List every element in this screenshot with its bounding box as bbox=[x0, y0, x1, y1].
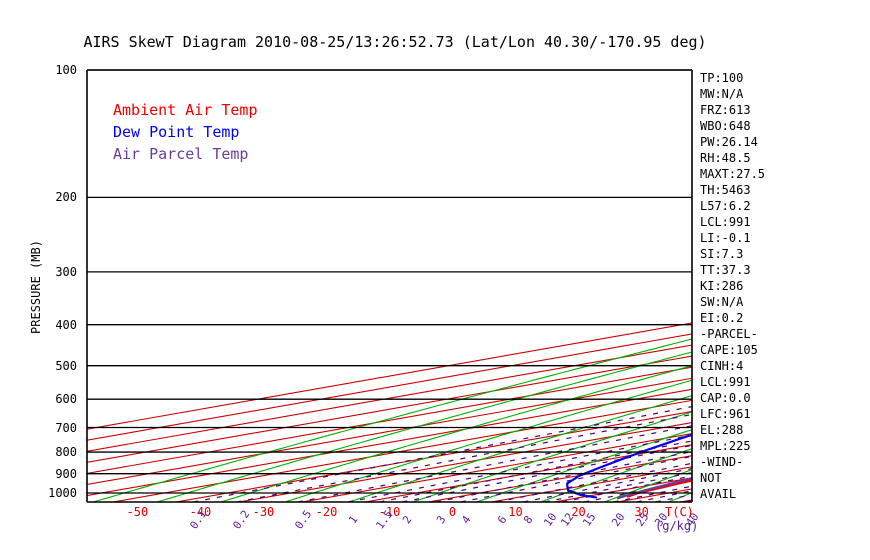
index-rh485: RH:48.5 bbox=[700, 151, 751, 165]
index-mpl225: MPL:225 bbox=[700, 439, 751, 453]
bottom-temp-tick: -40 bbox=[189, 505, 212, 519]
pressure-tick: 200 bbox=[55, 190, 77, 205]
index-cinh4: CINH:4 bbox=[700, 359, 744, 373]
bottom-temp-tick: -10 bbox=[378, 505, 401, 519]
bottom-temp-tick: -30 bbox=[252, 505, 275, 519]
index-cape105: CAPE:105 bbox=[700, 343, 758, 357]
index-not: NOT bbox=[700, 471, 722, 485]
pressure-tick: 900 bbox=[55, 466, 77, 481]
pressure-tick: 500 bbox=[55, 358, 77, 373]
bottom-temp-tick: -50 bbox=[126, 505, 149, 519]
pressure-tick: 600 bbox=[55, 392, 77, 407]
pressure-tick: 700 bbox=[55, 420, 77, 435]
index-ei02: EI:0.2 bbox=[700, 311, 744, 325]
legend-item-0: Ambient Air Temp bbox=[113, 101, 258, 119]
bottom-temp-tick: -20 bbox=[315, 505, 338, 519]
index-wind: -WIND- bbox=[700, 455, 744, 469]
legend-item-2: Air Parcel Temp bbox=[113, 145, 249, 163]
index-maxt275: MAXT:27.5 bbox=[700, 167, 766, 181]
index-tt373: TT:37.3 bbox=[700, 263, 751, 277]
index-wbo648: WBO:648 bbox=[700, 119, 751, 133]
bottom-temp-tick: 30 bbox=[634, 505, 649, 519]
mixing-axis-unit-label: (g/kg) bbox=[655, 519, 699, 533]
index-li01: LI:-0.1 bbox=[700, 231, 751, 245]
index-el288: EL:288 bbox=[700, 423, 744, 437]
index-si73: SI:7.3 bbox=[700, 247, 744, 261]
bottom-temp-tick: 0 bbox=[448, 505, 457, 519]
index-cap00: CAP:0.0 bbox=[700, 391, 751, 405]
pressure-tick: 400 bbox=[55, 317, 77, 332]
index-ki286: KI:286 bbox=[700, 279, 744, 293]
index-swna: SW:N/A bbox=[700, 295, 744, 309]
index-lfc961: LFC:961 bbox=[700, 407, 751, 421]
pressure-tick: 800 bbox=[55, 445, 77, 460]
temp-axis-unit-label: T(C) bbox=[665, 505, 694, 519]
index-tp100: TP:100 bbox=[700, 71, 744, 85]
index-th5463: TH:5463 bbox=[700, 183, 751, 197]
index-parcel: -PARCEL- bbox=[700, 327, 758, 341]
index-lcl991: LCL:991 bbox=[700, 375, 751, 389]
index-lcl991: LCL:991 bbox=[700, 215, 751, 229]
bottom-temp-tick: 20 bbox=[571, 505, 586, 519]
index-l5762: L57:6.2 bbox=[700, 199, 751, 213]
pressure-tick: 300 bbox=[55, 264, 77, 279]
index-pw2614: PW:26.14 bbox=[700, 135, 758, 149]
index-mwna: MW:N/A bbox=[700, 87, 744, 101]
bottom-temp-tick: 10 bbox=[508, 505, 523, 519]
index-frz613: FRZ:613 bbox=[700, 103, 751, 117]
index-avail: AVAIL bbox=[700, 487, 737, 501]
pressure-tick: 1000 bbox=[48, 486, 77, 501]
legend-item-1: Dew Point Temp bbox=[113, 123, 240, 141]
pressure-tick: 100 bbox=[55, 63, 77, 77]
page-title: AIRS SkewT Diagram 2010-08-25/13:26:52.7… bbox=[83, 33, 707, 51]
